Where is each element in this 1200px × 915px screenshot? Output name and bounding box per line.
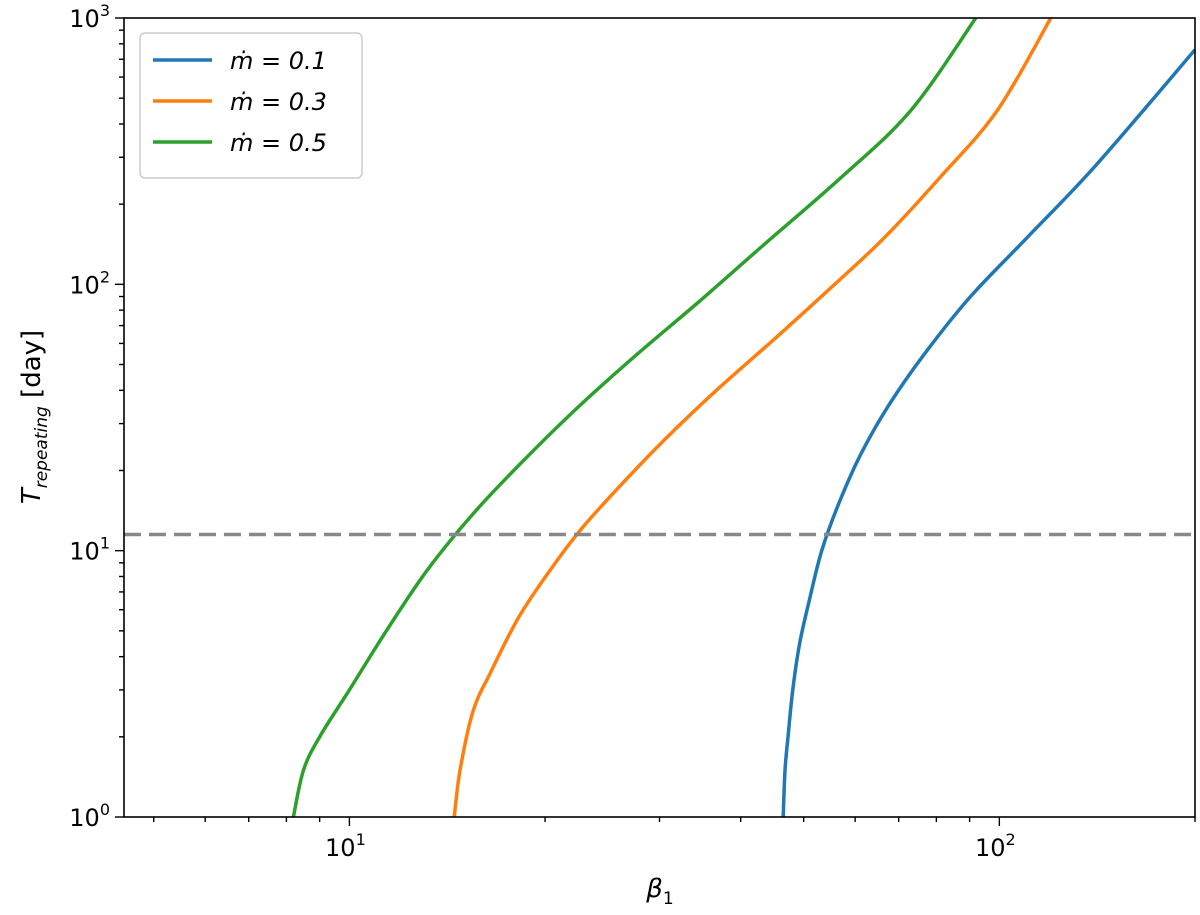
y-tick-label: 103 — [69, 1, 110, 33]
plot-area — [124, 18, 1195, 817]
legend: ṁ = 0.1 ṁ = 0.3 ṁ = 0.5 — [139, 32, 363, 179]
x-tick-label: 102 — [975, 830, 1016, 862]
axes-frame — [123, 17, 1196, 818]
y-axis-label: Trepeating [day] — [17, 330, 52, 504]
series-line-2 — [291, 18, 978, 817]
ticks: 101 102 100 101 102 103 — [69, 1, 1196, 862]
x-axis-label: β1 — [645, 874, 673, 909]
series-line-0 — [781, 48, 1195, 817]
y-tick-label: 101 — [69, 534, 110, 566]
axes-border — [123, 17, 1196, 818]
legend-label: ṁ = 0.1 — [230, 47, 327, 75]
series-line-1 — [452, 18, 1053, 817]
y-tick-label: 100 — [69, 800, 110, 832]
x-tick-label: 101 — [325, 830, 366, 862]
legend-label: ṁ = 0.5 — [230, 129, 327, 157]
y-tick-label: 102 — [69, 267, 110, 299]
legend-label: ṁ = 0.3 — [230, 88, 327, 116]
